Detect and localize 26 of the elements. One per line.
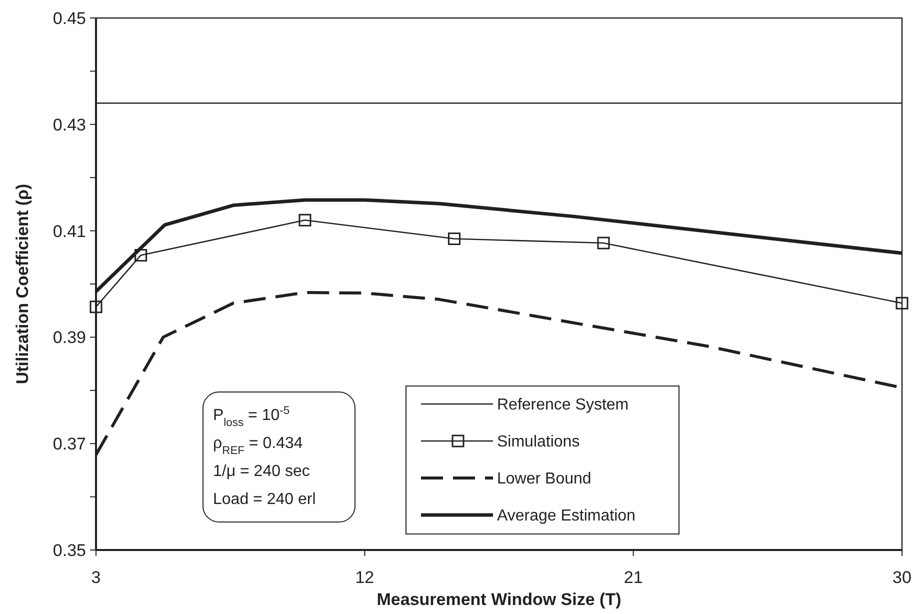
x-tick-label: 21	[624, 568, 643, 587]
y-tick-label: 0.35	[52, 540, 86, 560]
y-axis-title: Utilization Coefficient (ρ)	[13, 184, 32, 384]
y-tick-label: 0.45	[52, 8, 86, 28]
x-tick-label: 3	[91, 568, 101, 587]
legend-label: Simulations	[497, 434, 580, 451]
x-tick-label: 30	[892, 568, 912, 587]
annotation: P$_{loss}$ = 10$^{-5}$	[213, 405, 290, 429]
y-tick-label: 0.37	[52, 434, 86, 454]
annotation: ρ$_{REF}$ = 0.434	[213, 435, 303, 457]
legend-label: Lower Bound	[497, 470, 592, 488]
y-tick-label: 0.39	[52, 328, 86, 348]
point	[896, 296, 908, 310]
point	[134, 249, 148, 262]
y-tick-label: 0.43	[52, 115, 86, 134]
annotation: 1/μ = 240 sec	[213, 463, 310, 480]
y-tick-label: 0.41	[52, 222, 86, 241]
point	[597, 236, 610, 250]
legend-label: Average Estimation	[497, 508, 636, 525]
point	[90, 300, 102, 314]
annotation: Load = 240 erl	[213, 491, 316, 508]
point	[298, 214, 312, 226]
legend-label: Reference System	[497, 396, 629, 414]
point	[448, 232, 460, 246]
x-tick-label: 12	[355, 568, 374, 587]
x-axis-title: Measurement Window Size (T)	[376, 590, 622, 609]
